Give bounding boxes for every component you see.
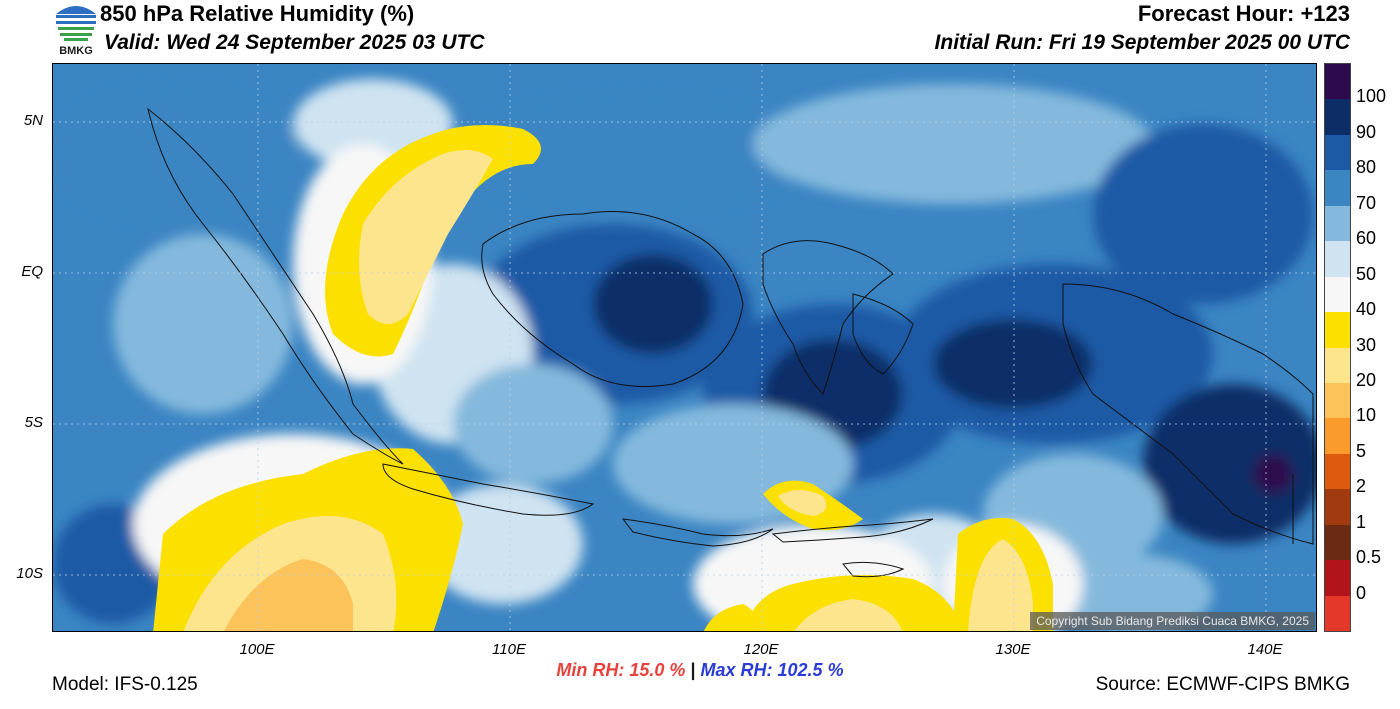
colorbar-swatch [1325, 312, 1350, 348]
colorbar-label: 20 [1356, 369, 1377, 390]
colorbar-swatch [1325, 241, 1350, 277]
model-label: Model: IFS-0.125 [52, 674, 198, 695]
lat-tick-5n: 5N [23, 112, 43, 129]
source-label: Source: ECMWF-CIPS BMKG [1095, 674, 1350, 695]
colorbar-label: 0 [1356, 582, 1367, 603]
min-rh: Min RH: 15.0 % [556, 660, 686, 680]
lon-tick-140e: 140E [1247, 641, 1283, 658]
colorbar-swatch [1325, 347, 1350, 383]
lat-tick-10s: 10S [16, 565, 43, 582]
humidity-map: Copyright Sub Bidang Prediksi Cuaca BMKG… [52, 63, 1317, 632]
colorbar-swatch [1325, 524, 1350, 561]
colorbar-label: 1 [1356, 511, 1367, 532]
map-canvas [53, 64, 1316, 631]
colorbar-label: 90 [1356, 121, 1377, 142]
rh-stats: Min RH: 15.0 % | Max RH: 102.5 % [0, 660, 1400, 681]
stats-separator: | [690, 660, 696, 680]
colorbar-label: 0.5 [1356, 547, 1382, 568]
lat-tick-5s: 5S [24, 414, 43, 431]
colorbar-label: 10 [1356, 405, 1377, 426]
lon-tick-100e: 100E [239, 641, 275, 658]
chart-title: 850 hPa Relative Humidity (%) [100, 1, 415, 26]
colorbar-swatch [1325, 489, 1350, 525]
lon-tick-130e: 130E [995, 641, 1031, 658]
colorbar [1324, 63, 1351, 632]
colorbar-swatch [1325, 453, 1350, 490]
colorbar-swatch [1325, 134, 1350, 171]
initial-run: Initial Run: Fri 19 September 2025 00 UT… [934, 31, 1350, 54]
forecast-hour: Forecast Hour: +123 [1137, 1, 1350, 26]
lat-tick-eq: EQ [21, 263, 43, 280]
valid-time: Valid: Wed 24 September 2025 03 UTC [104, 31, 485, 54]
colorbar-label: 30 [1356, 334, 1377, 355]
colorbar-label: 50 [1356, 263, 1377, 284]
colorbar-label: 60 [1356, 228, 1377, 249]
colorbar-swatch [1325, 276, 1350, 313]
colorbar-swatch [1325, 64, 1350, 100]
colorbar-swatch [1325, 99, 1350, 135]
bmkg-logo-icon [54, 2, 98, 42]
copyright-notice: Copyright Sub Bidang Prediksi Cuaca BMKG… [1030, 612, 1315, 630]
colorbar-swatch [1325, 418, 1350, 454]
colorbar-label: 80 [1356, 157, 1377, 178]
colorbar-label: 70 [1356, 192, 1377, 213]
colorbar-label: 2 [1356, 476, 1367, 497]
colorbar-swatch [1325, 382, 1350, 419]
colorbar-swatch [1325, 205, 1350, 242]
max-rh: Max RH: 102.5 % [700, 660, 844, 680]
colorbar-label: 100 [1356, 86, 1387, 107]
colorbar-swatch [1325, 560, 1350, 596]
colorbar-label: 5 [1356, 440, 1367, 461]
colorbar-swatch [1325, 170, 1350, 206]
colorbar-swatch [1325, 595, 1350, 631]
lon-tick-120e: 120E [743, 641, 779, 658]
colorbar-label: 40 [1356, 299, 1377, 320]
logo-text: BMKG [59, 45, 93, 57]
lon-tick-110e: 110E [492, 641, 526, 658]
